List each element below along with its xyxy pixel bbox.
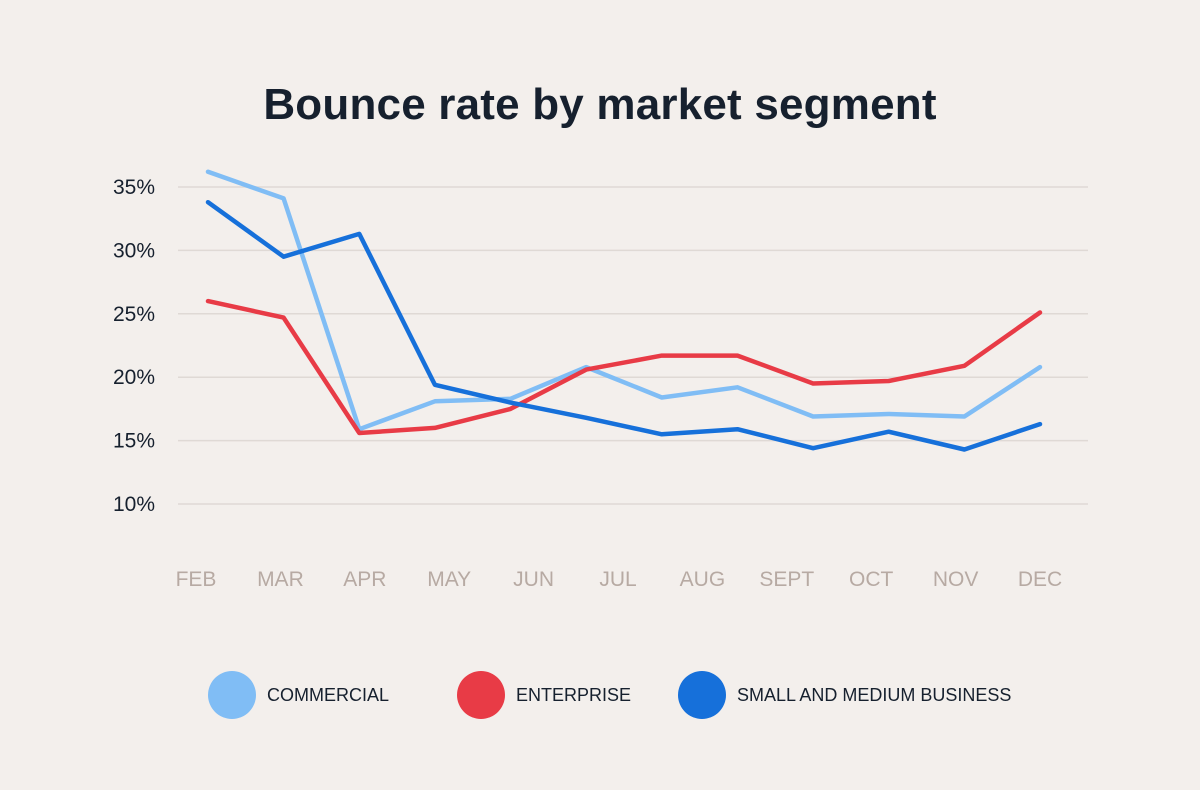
- y-tick-label: 10%: [113, 493, 155, 516]
- y-axis-ticks: 35% 30% 25% 20% 15% 10%: [113, 176, 155, 516]
- legend: COMMERCIAL ENTERPRISE SMALL AND MEDIUM BUS…: [0, 670, 1200, 720]
- x-tick-label: DEC: [1018, 568, 1062, 591]
- series-line-small-and-medium-business: [205, 199, 1043, 452]
- x-tick-label: MAR: [257, 568, 304, 591]
- series-line-commercial: [205, 169, 1043, 432]
- x-tick-label: AUG: [680, 568, 726, 591]
- grid-lines: [178, 186, 1088, 505]
- x-tick-label: JUL: [599, 568, 636, 591]
- legend-label: ENTERPRISE: [516, 684, 632, 705]
- legend-item: ENTERPRISE: [457, 670, 631, 720]
- series-lines: [205, 169, 1043, 452]
- x-tick-label: SEPT: [759, 568, 814, 591]
- x-axis-ticks: FEB MAR APR MAY JUN JUL AUG SEPT OCT NOV DEC: [176, 568, 1063, 591]
- series-line-enterprise: [205, 298, 1043, 436]
- y-tick-label: 20%: [113, 366, 155, 389]
- legend-item: SMALL AND MEDIUM BUSINESS: [678, 670, 1011, 720]
- y-tick-label: 35%: [113, 176, 155, 199]
- legend-label: SMALL AND MEDIUM BUSINESS: [737, 684, 1012, 705]
- legend-swatch: [457, 671, 505, 719]
- legend-label: COMMERCIAL: [267, 684, 390, 705]
- x-tick-label: APR: [343, 568, 386, 591]
- x-tick-label: OCT: [849, 568, 894, 591]
- y-tick-label: 15%: [113, 430, 155, 453]
- x-tick-label: JUN: [513, 568, 554, 591]
- legend-item: COMMERCIAL: [208, 670, 389, 720]
- x-tick-label: FEB: [176, 568, 217, 591]
- y-tick-label: 30%: [113, 239, 155, 262]
- y-tick-label: 25%: [113, 303, 155, 326]
- chart-title: Bounce rate by market segment: [263, 80, 937, 129]
- x-tick-label: MAY: [427, 568, 471, 591]
- legend-swatch: [678, 671, 726, 719]
- legend-swatch: [208, 671, 256, 719]
- x-tick-label: NOV: [933, 568, 979, 591]
